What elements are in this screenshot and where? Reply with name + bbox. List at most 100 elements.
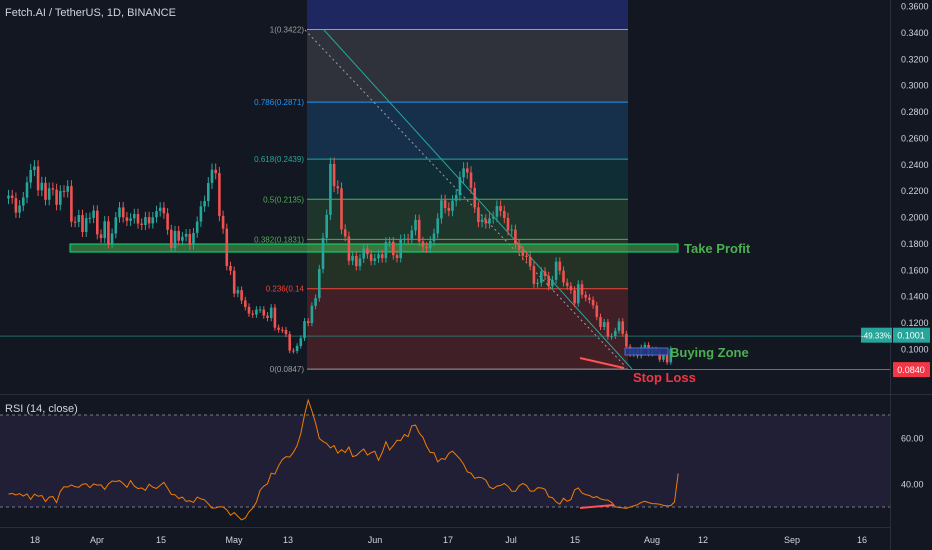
fib-zone xyxy=(307,29,628,103)
candle-body xyxy=(40,182,44,191)
candle-body xyxy=(314,298,317,306)
price-tick-label: 0.1800 xyxy=(901,239,929,249)
candle-body xyxy=(14,198,18,213)
price-tick-label: 0.2200 xyxy=(901,186,929,196)
time-tick-label: 16 xyxy=(857,535,867,545)
candle-body xyxy=(181,236,184,241)
candle-body xyxy=(395,255,399,258)
divergence-price-line xyxy=(579,357,625,369)
candle-body xyxy=(140,223,143,225)
candle-body xyxy=(484,219,488,224)
candle-body xyxy=(306,321,310,324)
price-tick-label: 0.3400 xyxy=(901,28,929,38)
candle-body xyxy=(332,163,336,187)
candle-body xyxy=(84,218,88,232)
candle-body xyxy=(192,232,195,246)
candle-body xyxy=(565,282,569,286)
candle-body xyxy=(399,239,402,258)
candle-body xyxy=(221,215,225,229)
candle-body xyxy=(669,348,673,363)
candle-body xyxy=(281,329,284,331)
candle-body xyxy=(266,315,269,318)
candle-body xyxy=(310,305,314,324)
candle-body xyxy=(447,207,451,211)
candle-body xyxy=(66,186,69,192)
candle-body xyxy=(588,297,591,300)
candle-body xyxy=(203,201,206,207)
candle-body xyxy=(621,321,624,334)
time-tick-label: 17 xyxy=(443,535,453,545)
stop-price-badge xyxy=(893,362,930,378)
candle-body xyxy=(436,218,439,234)
candle-body xyxy=(51,188,55,190)
candle-body xyxy=(244,300,247,307)
candle-body xyxy=(466,168,469,173)
candle-body xyxy=(18,205,21,213)
candle-body xyxy=(114,217,118,234)
candle-body xyxy=(158,207,162,212)
candle-body xyxy=(506,218,510,231)
candle-body xyxy=(491,216,495,219)
candle-body xyxy=(232,270,236,294)
candle-body xyxy=(617,321,621,331)
candle-body xyxy=(584,294,587,298)
change-badge xyxy=(861,327,892,343)
candle-body xyxy=(451,200,454,211)
fib-level-label: 0.382(0.1831) xyxy=(254,235,304,244)
stop-loss-label: Stop Loss xyxy=(633,370,696,385)
candle-body xyxy=(410,230,414,240)
candle-body xyxy=(7,195,10,199)
candle-body xyxy=(384,242,388,259)
candle-body xyxy=(532,266,536,284)
time-tick-label: 15 xyxy=(570,535,580,545)
candle-body xyxy=(170,229,173,248)
time-tick-label: 15 xyxy=(156,535,166,545)
candle-body xyxy=(166,213,169,230)
candle-body xyxy=(503,211,506,219)
price-tick-label: 0.3200 xyxy=(901,54,929,64)
price-tick-label: 0.2000 xyxy=(901,213,929,223)
candle-body xyxy=(25,182,29,198)
candle-body xyxy=(125,217,129,221)
candle-body xyxy=(229,266,232,271)
candle-body xyxy=(477,207,480,223)
candle-body xyxy=(440,200,443,219)
rsi-tick-label: 40.00 xyxy=(901,480,924,490)
candle-body xyxy=(429,241,432,249)
candle-body xyxy=(29,169,32,183)
candle-body xyxy=(551,279,554,287)
time-tick-label: Aug xyxy=(644,535,660,545)
candle-body xyxy=(525,255,528,257)
candle-body xyxy=(366,248,369,255)
candle-body xyxy=(81,215,84,232)
candle-body xyxy=(184,233,188,237)
buying-zone xyxy=(624,347,669,356)
fib-zone xyxy=(307,199,628,240)
rsi-line xyxy=(8,398,679,521)
candle-body xyxy=(299,338,303,346)
fib-extension-zone xyxy=(307,0,628,30)
candle-body xyxy=(47,188,51,200)
candle-body xyxy=(147,217,151,224)
candle-body xyxy=(388,241,391,243)
candle-body xyxy=(73,221,77,223)
change-badge-label: -49.33% xyxy=(861,332,891,341)
candle-body xyxy=(62,191,66,193)
candle-body xyxy=(188,233,192,246)
rsi-tick-label: 60.00 xyxy=(901,434,924,444)
take-profit-zone xyxy=(69,243,679,253)
time-tick-label: 12 xyxy=(698,535,708,545)
rsi-title: RSI (14, close) xyxy=(5,403,78,415)
candle-body xyxy=(403,238,406,240)
candle-body xyxy=(373,258,377,261)
candle-body xyxy=(355,255,358,267)
time-tick-label: Jul xyxy=(505,535,517,545)
candle-body xyxy=(577,284,580,304)
candle-body xyxy=(473,187,476,208)
candle-body xyxy=(247,306,251,314)
time-tick-label: Sep xyxy=(784,535,800,545)
candle-body xyxy=(380,254,384,259)
candle-body xyxy=(547,275,550,287)
fib-level-label: 0(0.0847) xyxy=(270,365,305,374)
